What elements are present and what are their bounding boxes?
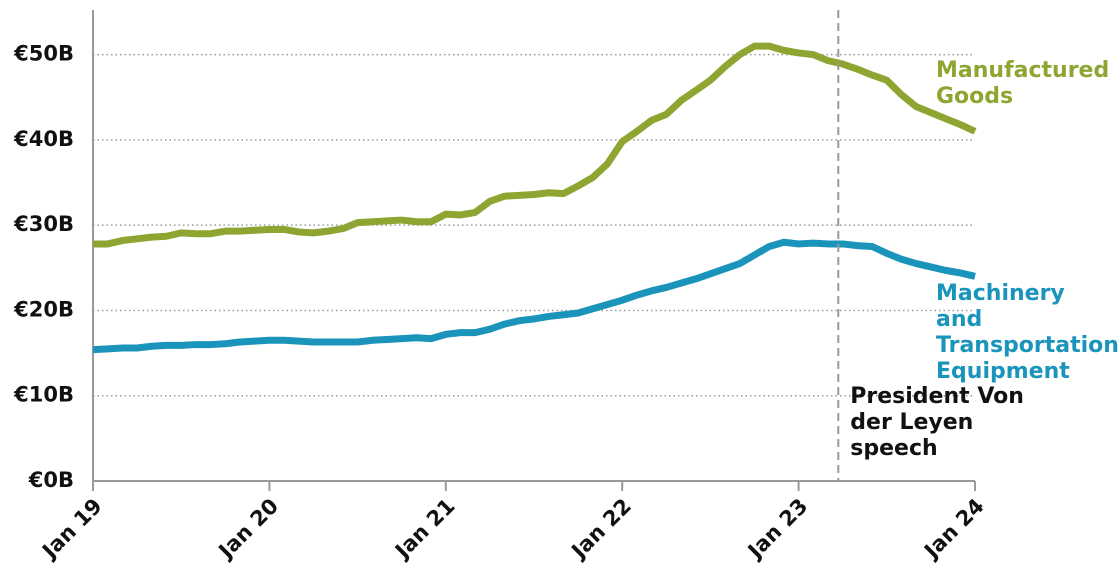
y-tick-label: €10B [13,383,74,407]
y-tick-label: €0B [28,468,74,492]
x-tick-label: Jan 20 [213,494,283,564]
series-line [92,238,976,354]
y-tick-label: €50B [13,42,74,66]
x-tick-label: Jan 19 [36,494,106,564]
series-line [93,42,977,248]
annotation-text: President Von der Leyen speech [850,384,1024,461]
x-tick-label: Jan 24 [918,494,988,564]
y-tick-label: €30B [13,212,74,236]
y-tick-label: €40B [13,127,74,151]
legend-label: Machinery and Transportation Equipment [936,281,1118,384]
y-tick-label: €20B [13,297,74,321]
x-tick-label: Jan 22 [566,494,636,564]
x-tick-label: Jan 23 [742,494,812,564]
x-tick-label: Jan 21 [389,494,459,564]
legend-label: Manufactured Goods [936,58,1110,109]
